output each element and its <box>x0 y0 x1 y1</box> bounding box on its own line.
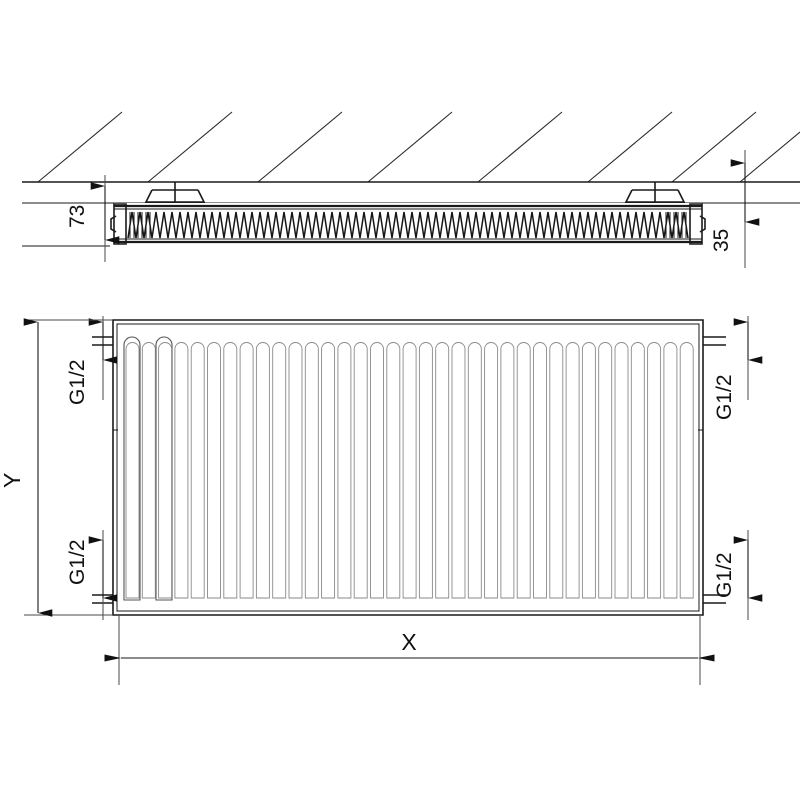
radiator-front-inner-edge <box>117 324 699 611</box>
connection-stub-bottom-right <box>703 595 726 603</box>
dimension-thread-bottom-right: G1/2 <box>713 530 763 620</box>
dimension-label-depth: 73 <box>66 205 89 228</box>
dimension-label-wall-gap: 35 <box>710 229 733 252</box>
thread-label-bottom-right: G1/2 <box>713 552 736 598</box>
fin-pack-right <box>665 212 687 238</box>
connection-stub-top-right <box>703 337 726 345</box>
thread-label-top-right: G1/2 <box>713 374 736 420</box>
mounting-bracket-left <box>146 182 204 202</box>
thread-label-top-left: G1/2 <box>66 359 89 405</box>
top-section-view: 73 35 <box>22 111 800 268</box>
front-fin-group <box>123 336 694 601</box>
dimension-thread-top-right: G1/2 <box>713 316 763 420</box>
convector-fin-zigzag <box>127 211 689 239</box>
mounting-bracket-right <box>626 182 684 202</box>
radiator-section-body <box>111 203 705 245</box>
thread-label-bottom-left: G1/2 <box>66 539 89 585</box>
fin-pack-left <box>129 212 151 238</box>
dimension-width-x: X <box>104 616 715 685</box>
dimension-wall-gap-35: 35 <box>710 150 760 268</box>
dimension-depth-73: 73 <box>66 175 120 262</box>
radiator-front-body <box>113 320 703 615</box>
dimension-label-height: Y <box>0 473 25 488</box>
dimension-thread-bottom-left: G1/2 <box>66 530 118 620</box>
dimension-height-y: Y <box>0 318 112 617</box>
dimension-thread-top-left: G1/2 <box>66 316 118 405</box>
dimension-label-width: X <box>401 629 416 655</box>
front-elevation-view: G1/2 G1/2 G1/2 G1/2 Y <box>0 316 763 685</box>
